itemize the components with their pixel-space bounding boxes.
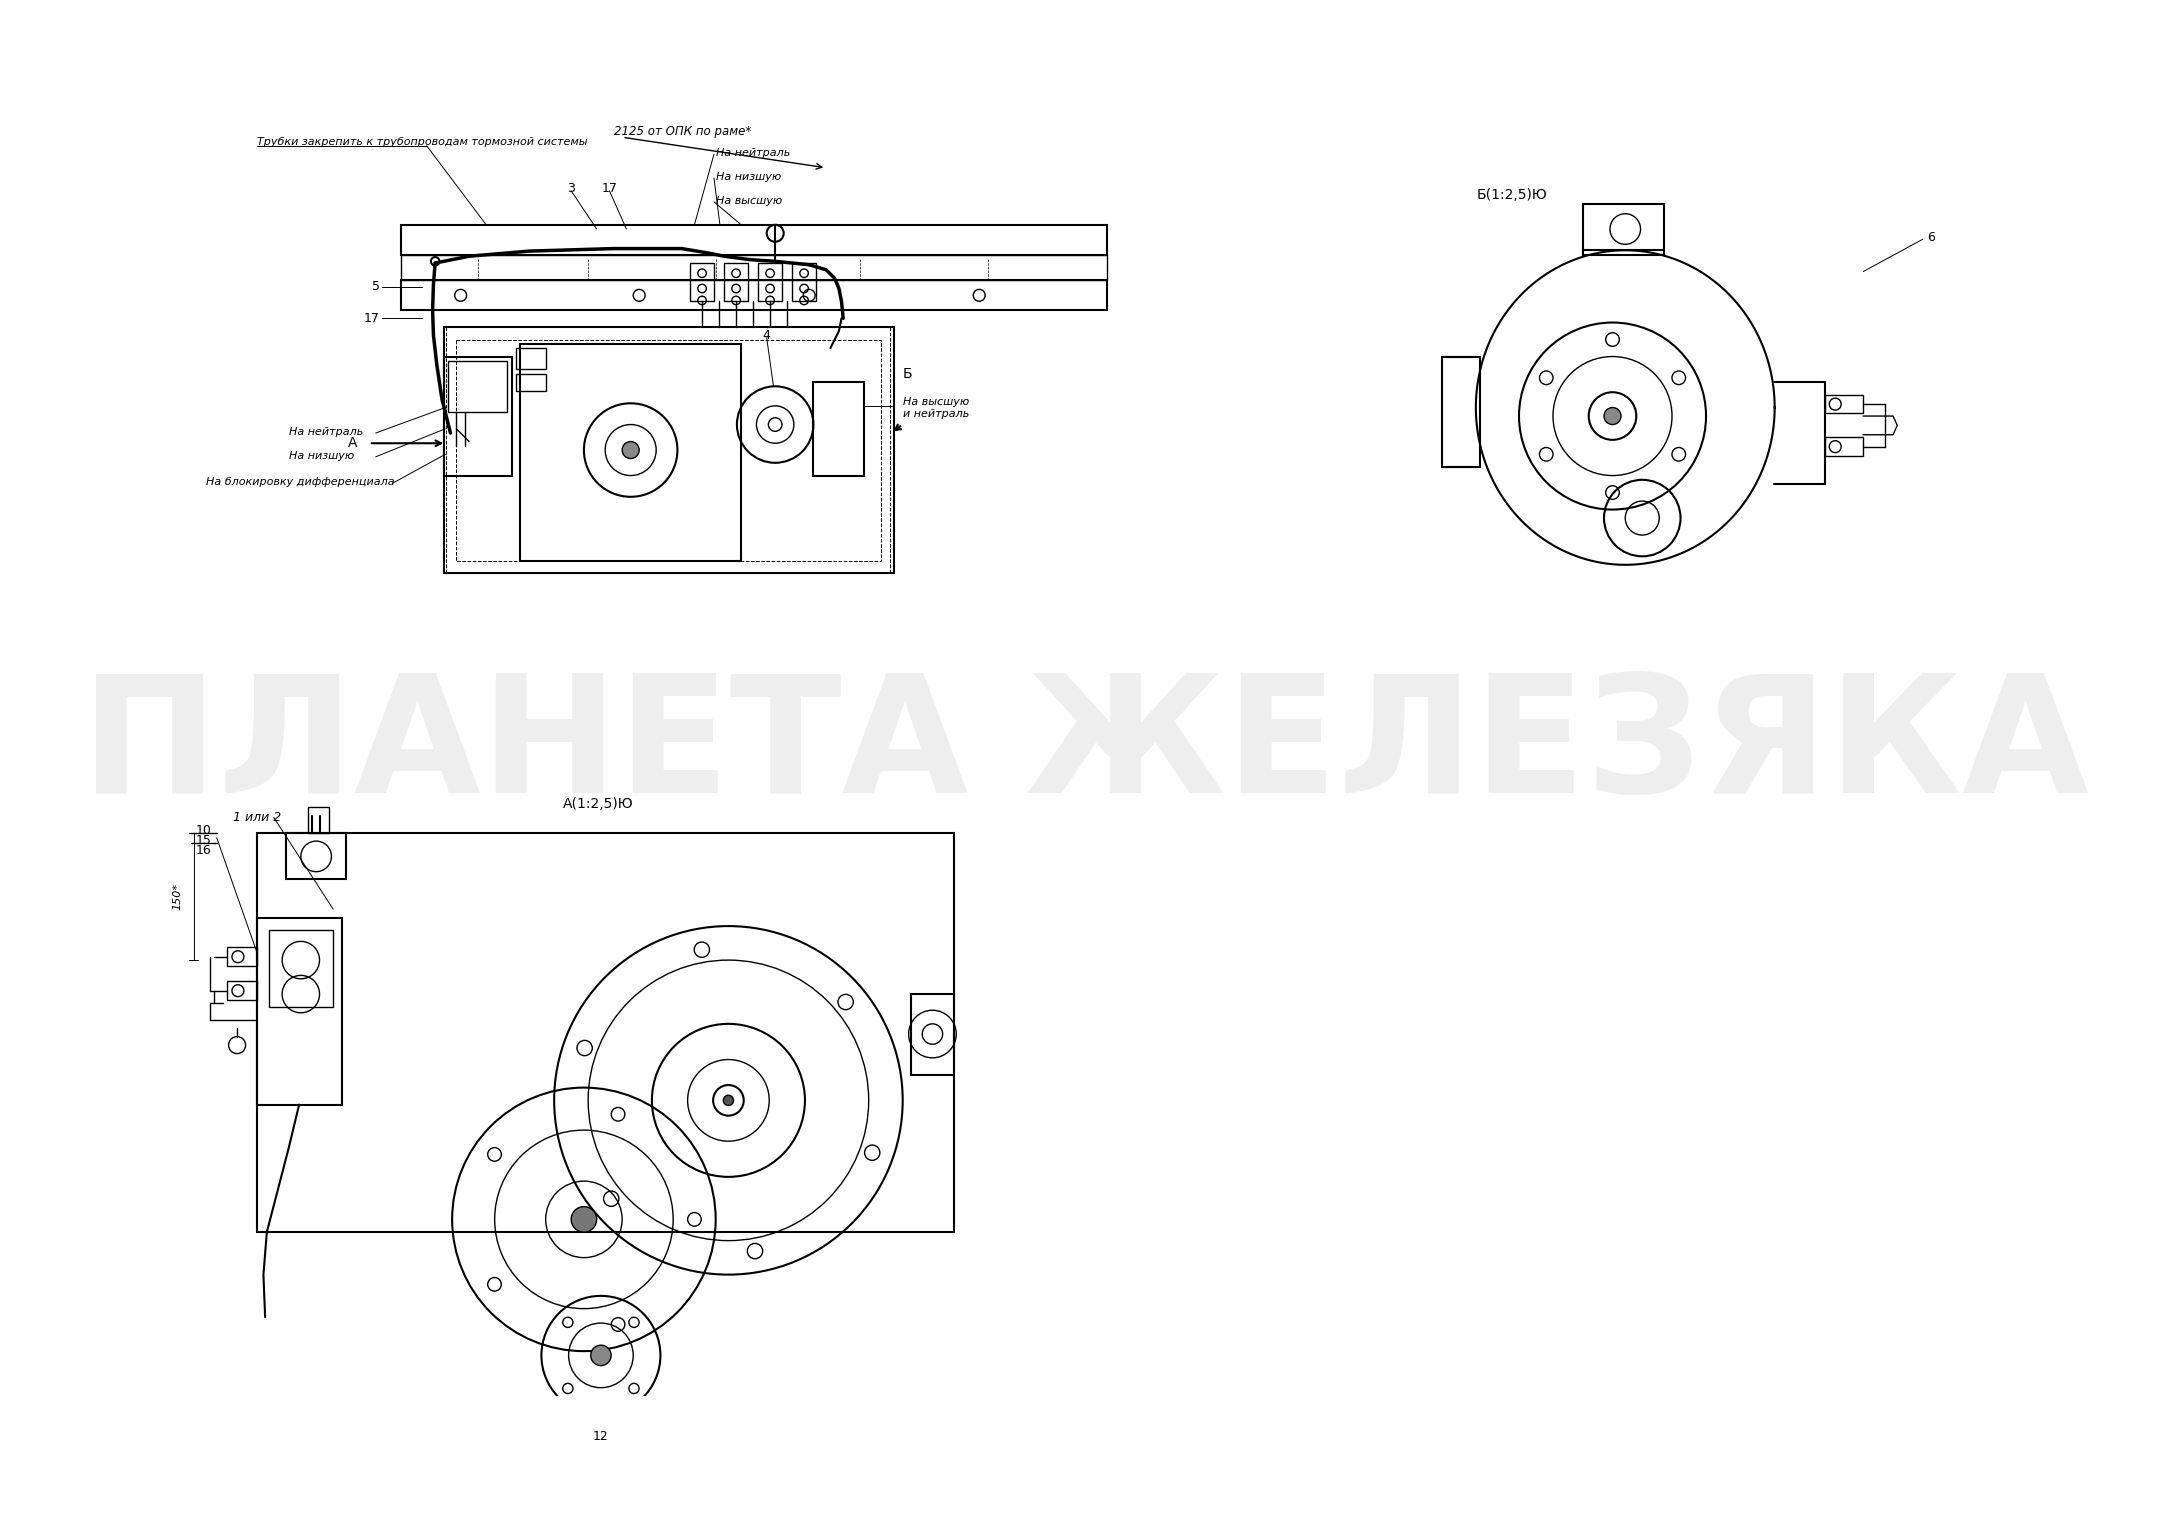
Bar <box>402 254 1107 281</box>
Bar <box>1826 437 1863 455</box>
Bar <box>758 264 782 302</box>
Text: 17: 17 <box>365 311 380 325</box>
Bar <box>443 327 894 573</box>
Bar <box>228 981 256 1000</box>
Text: На высшую
и нейтраль: На высшую и нейтраль <box>903 397 968 419</box>
Circle shape <box>571 1206 597 1233</box>
Bar <box>402 281 1107 310</box>
Text: На низшую: На низшую <box>716 172 782 182</box>
Bar <box>256 832 953 1233</box>
Circle shape <box>623 442 638 458</box>
Text: 5: 5 <box>371 281 380 293</box>
Bar <box>287 832 345 880</box>
Text: Б: Б <box>903 366 912 380</box>
Bar <box>443 357 512 475</box>
Text: 4: 4 <box>762 330 771 342</box>
Bar <box>269 931 332 1007</box>
Text: Б(1:2,5)Ю: Б(1:2,5)Ю <box>1476 189 1548 202</box>
Text: На нейтраль: На нейтраль <box>716 149 790 158</box>
Text: 6: 6 <box>1928 231 1934 244</box>
Text: На высшую: На высшую <box>716 196 782 205</box>
Bar <box>517 348 545 369</box>
Bar <box>725 264 749 302</box>
Bar <box>814 382 864 475</box>
Text: 16: 16 <box>195 845 213 857</box>
Text: ПЛАНЕТА ЖЕЛЕЗЯКА: ПЛАНЕТА ЖЕЛЕЗЯКА <box>82 668 2089 828</box>
Bar <box>690 264 714 302</box>
Text: 1 или 2: 1 или 2 <box>232 811 280 825</box>
Circle shape <box>1604 408 1622 425</box>
Bar <box>447 360 508 412</box>
Bar <box>1826 396 1863 414</box>
Text: А: А <box>347 437 356 451</box>
Text: 12: 12 <box>593 1430 608 1443</box>
Bar <box>521 343 740 561</box>
Bar <box>792 264 816 302</box>
Bar <box>912 993 953 1075</box>
Bar <box>228 947 256 966</box>
Text: А(1:2,5)Ю: А(1:2,5)Ю <box>562 797 634 811</box>
Text: На блокировку дифференциала: На блокировку дифференциала <box>206 477 395 487</box>
Bar <box>517 374 545 391</box>
Circle shape <box>723 1095 734 1105</box>
Bar <box>1442 357 1481 468</box>
Text: На низшую: На низшую <box>289 451 354 461</box>
Text: 150*: 150* <box>174 883 182 911</box>
Bar <box>1583 204 1663 254</box>
Bar <box>256 918 341 1105</box>
Bar <box>308 806 328 832</box>
Text: Трубки закрепить к трубопроводам тормозной системы: Трубки закрепить к трубопроводам тормозн… <box>256 138 586 147</box>
Text: 3: 3 <box>567 182 575 195</box>
Bar <box>456 339 881 561</box>
Circle shape <box>591 1344 610 1366</box>
Text: 10: 10 <box>195 825 213 837</box>
Text: 15: 15 <box>195 834 213 848</box>
Text: 17: 17 <box>601 182 617 195</box>
Text: На нейтраль: На нейтраль <box>289 428 363 437</box>
Text: 2125 от ОПК по раме*: 2125 от ОПК по раме* <box>614 126 751 138</box>
Bar <box>402 225 1107 254</box>
